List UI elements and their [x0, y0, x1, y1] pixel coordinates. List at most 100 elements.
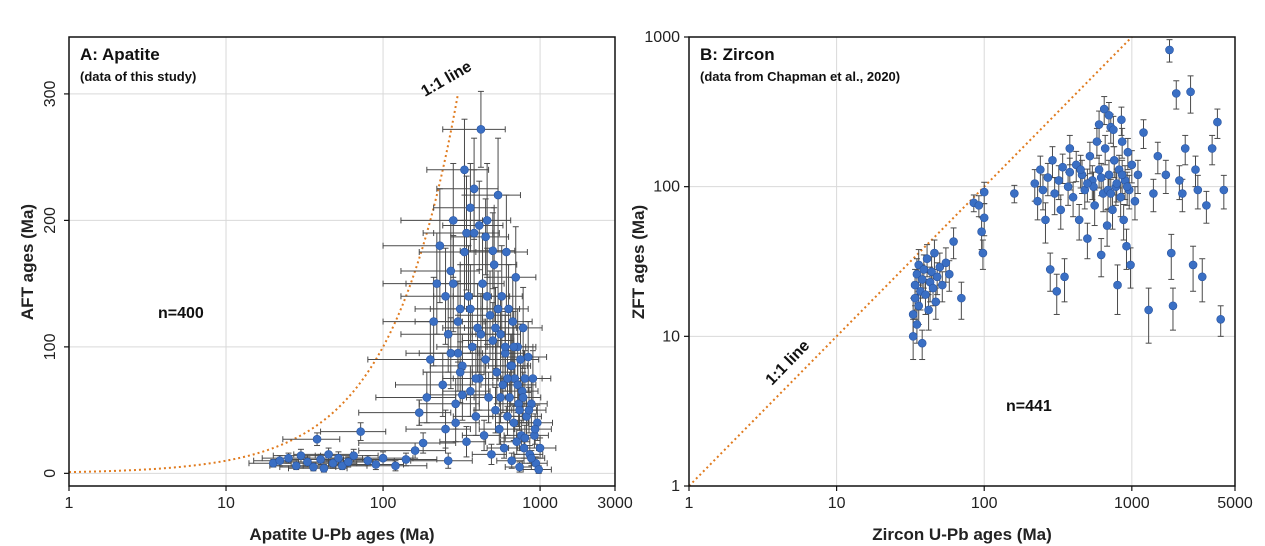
panel-a-data-point: [515, 462, 524, 472]
panel-a-data: [68, 90, 557, 474]
panel-b-data-point: [1060, 272, 1069, 282]
panel-a-data-point: [453, 348, 463, 358]
panel-b-data-point: [974, 201, 984, 210]
panel-a-data-point: [458, 390, 467, 400]
panel-b-data-point: [1122, 241, 1131, 251]
panel-a-n-label: n=400: [158, 305, 204, 322]
panel-b-data-point: [1216, 314, 1225, 324]
panel-b-data-point: [1094, 120, 1104, 129]
panel-b-data-point: [1096, 173, 1106, 182]
panel-a-data-point: [296, 451, 306, 460]
panel-b-data-point: [1096, 250, 1106, 260]
panel-a-data-point: [371, 460, 381, 469]
panel-a-data-point: [478, 279, 487, 288]
panel-a-data-point: [455, 304, 465, 314]
panel-b-data-point: [1144, 305, 1153, 315]
panel-a-data-point: [471, 412, 481, 421]
panel-b-data-point: [1056, 205, 1066, 215]
panel-b-data-point: [1122, 182, 1132, 191]
panel-b-data-point: [1113, 280, 1122, 290]
panel-b-data-point: [922, 254, 932, 264]
panel-b-data-point: [912, 269, 922, 279]
panel-a-x-tick-label: 3000: [597, 495, 633, 512]
panel-b-data-point: [1213, 117, 1222, 127]
panel-a-data-point: [349, 451, 358, 460]
panel-b-data-point: [1030, 179, 1040, 188]
panel-b-data-point: [1090, 201, 1099, 210]
panel-a-data-point: [474, 221, 484, 230]
panel-a-data-point: [391, 461, 400, 471]
panel-a-data-point: [485, 310, 495, 320]
panel-a-data-point: [512, 437, 522, 447]
panel-a-data-point: [471, 374, 481, 383]
panel-a-x-tick-label: 1: [65, 495, 74, 512]
panel-a-data-point: [488, 336, 498, 345]
panel-b-data-point: [1165, 45, 1174, 55]
panel-b-data-point: [1171, 89, 1181, 98]
panel-b-data-point: [1186, 87, 1195, 97]
panel-a-data-point: [476, 329, 486, 339]
panel-b-data-point: [1117, 115, 1126, 125]
panel-b-n-label: n=441: [1006, 398, 1052, 415]
panel-b-y-tick-label: 100: [653, 179, 680, 196]
panel-b-data-point: [917, 275, 927, 284]
panel-b-data-point: [1108, 205, 1117, 215]
panel-a-data-point: [467, 342, 477, 352]
panel-b-data-point: [932, 272, 942, 282]
panel-b-data-point: [1102, 221, 1112, 230]
panel-b-subtitle: (data from Chapman et al., 2020): [700, 69, 900, 84]
panel-a-data-point: [448, 216, 458, 225]
panel-b-data-point: [1076, 165, 1085, 174]
panel-b-data-point: [1188, 260, 1198, 270]
panel-a-data-point: [414, 408, 424, 417]
panel-a-data-point: [528, 374, 538, 383]
panel-a-data-point: [466, 203, 475, 213]
panel-b-ticks: 1 10 100 1000 5000 1 10 100 1000: [644, 29, 1252, 512]
panel-a-subtitle: (data of this study): [80, 69, 196, 84]
panel-a-data-point: [509, 418, 519, 428]
panel-a-data-point: [493, 304, 503, 314]
panel-a-data-point: [401, 455, 411, 464]
panel-a-data-point: [479, 431, 489, 440]
panel-b-data-point: [1104, 170, 1114, 180]
panel-b-data-point: [931, 297, 941, 307]
panel-a-y-tick-label: 300: [42, 80, 59, 107]
panel-a-ticks: 1 10 100 1000 3000 0 100 200 300: [42, 80, 633, 512]
panel-b-data-point: [1219, 185, 1229, 195]
panel-b-data-point: [1119, 215, 1128, 225]
panel-b-data-point: [1043, 173, 1053, 182]
panel-b-data-point: [1123, 147, 1133, 157]
panel-b-data-point: [941, 258, 951, 268]
panel-a-data-point: [518, 323, 528, 333]
panel-a-data-point: [527, 453, 536, 463]
panel-a-data-point: [438, 380, 448, 390]
panel-b-data-point: [1052, 286, 1062, 296]
panel-a-x-tick-label: 10: [217, 495, 235, 512]
panel-b-data-point: [935, 262, 945, 272]
panel-a-x-tick-label: 1000: [522, 495, 558, 512]
panel-a-data-point: [469, 184, 479, 194]
panel-a-title: A: Apatite: [80, 45, 160, 64]
panel-b-data-point: [1094, 165, 1104, 174]
panel-b-data-point: [1065, 144, 1075, 153]
panel-a-data-point: [503, 374, 512, 383]
panel-a-data-point: [503, 412, 512, 421]
panel-a-data-point: [535, 443, 545, 453]
panel-b-data-point: [1085, 151, 1095, 161]
panel-a-data-point: [441, 291, 450, 301]
panel-a-data-point: [312, 434, 322, 444]
panel-b-x-tick-label: 1: [685, 495, 694, 512]
panel-b-y-tick-label: 10: [662, 328, 680, 345]
panel-b-zircon: 1 10 100 1000 5000 1 10 100 1000 B: Zircon (data…: [629, 29, 1253, 544]
panel-b-data-point: [1178, 189, 1187, 198]
panel-a-data-point: [491, 405, 500, 415]
panel-b-data-point: [1074, 215, 1084, 225]
panel-a-data-point: [343, 457, 353, 467]
panel-b-data-point: [1168, 301, 1178, 311]
panel-a-data-point: [316, 455, 325, 464]
panel-a-data-point: [497, 291, 507, 301]
panel-a-data-point: [500, 342, 510, 352]
panel-a-data-point: [356, 427, 365, 436]
panel-b-data-point: [910, 280, 920, 290]
panel-b-data-point: [1050, 189, 1059, 198]
